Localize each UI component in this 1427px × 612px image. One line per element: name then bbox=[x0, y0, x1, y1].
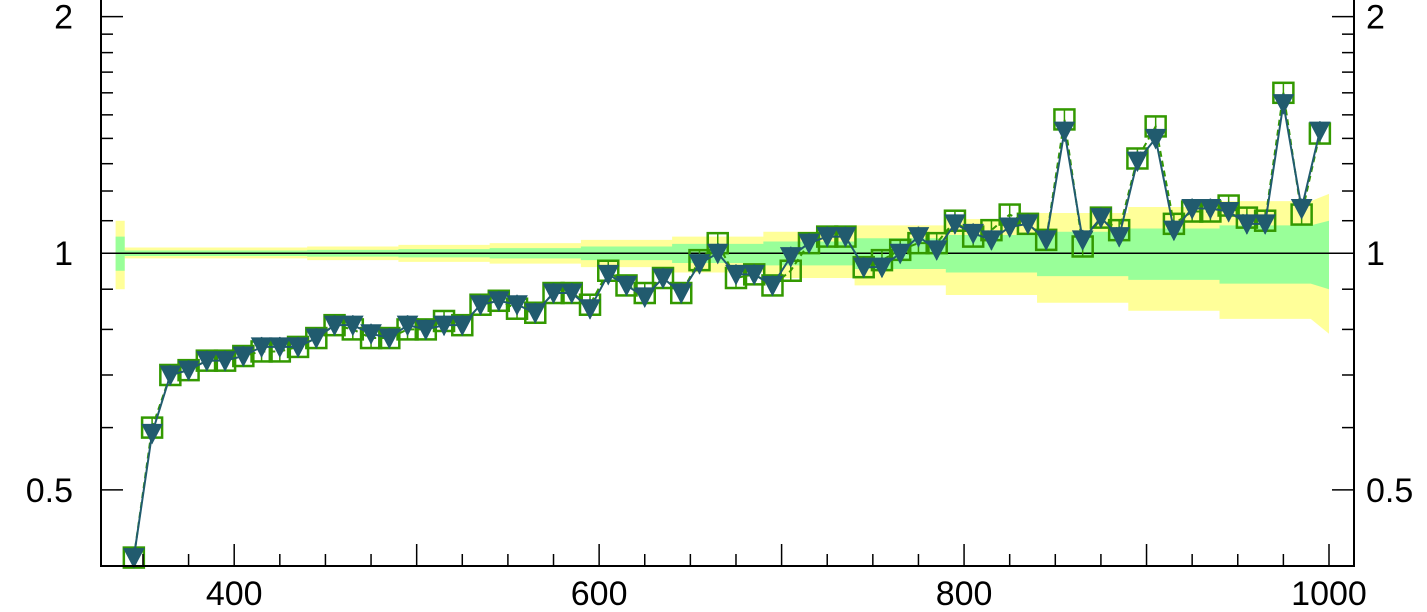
triangle-point bbox=[542, 283, 565, 305]
y-tick-label-right: 2 bbox=[1366, 0, 1385, 37]
uncertainty-bands bbox=[115, 193, 1330, 334]
triangle-point bbox=[506, 295, 528, 316]
x-tick-label: 400 bbox=[206, 575, 263, 612]
triangle-point bbox=[1181, 199, 1203, 220]
triangle-point bbox=[287, 337, 309, 358]
triangle-point bbox=[980, 230, 1003, 251]
triangle-point bbox=[1017, 214, 1039, 235]
triangle-point bbox=[615, 275, 638, 297]
y-tick-label-left: 1 bbox=[54, 235, 73, 273]
x-tick-label: 800 bbox=[936, 575, 993, 612]
triangle-point bbox=[524, 303, 547, 324]
triangle-point bbox=[998, 217, 1021, 239]
triangle-point bbox=[761, 275, 784, 297]
triangle-point bbox=[360, 324, 382, 345]
triangle-point bbox=[1254, 214, 1276, 235]
triangle-point bbox=[1108, 227, 1130, 248]
triangle-point bbox=[597, 264, 620, 286]
triangle-point bbox=[579, 299, 601, 320]
triangle-point bbox=[743, 264, 766, 286]
triangle-point bbox=[268, 337, 291, 358]
triangle-point bbox=[1144, 128, 1167, 150]
triangle-point bbox=[962, 223, 985, 245]
data-series bbox=[122, 81, 1332, 569]
triangle-point bbox=[1290, 199, 1313, 220]
triangle-point bbox=[487, 291, 510, 312]
triangle-point bbox=[633, 287, 656, 308]
triangle-point bbox=[1217, 202, 1240, 223]
triangle-point bbox=[670, 283, 693, 305]
triangle-point bbox=[177, 360, 200, 382]
triangle-point bbox=[1071, 230, 1094, 251]
y-tick-label-right: 1 bbox=[1366, 235, 1385, 273]
triangle-point bbox=[1272, 94, 1295, 115]
triangle-point bbox=[944, 214, 966, 235]
x-tick-label: 600 bbox=[571, 575, 628, 612]
triangle-point bbox=[925, 240, 948, 261]
triangle-point bbox=[1126, 151, 1149, 173]
triangle-point bbox=[396, 315, 419, 337]
triangle-point bbox=[889, 243, 912, 265]
triangle-point bbox=[1309, 121, 1331, 143]
triangle-point bbox=[323, 315, 346, 337]
triangle-point bbox=[1236, 214, 1258, 235]
triangle-point bbox=[1035, 230, 1058, 251]
triangle-point bbox=[798, 233, 820, 255]
triangle-point bbox=[451, 315, 474, 337]
triangle-point bbox=[196, 351, 218, 372]
triangle-point bbox=[1090, 208, 1112, 229]
plot-frame bbox=[100, 0, 1355, 567]
triangle-point bbox=[652, 268, 674, 290]
triangle-point bbox=[414, 319, 437, 341]
triangle-point bbox=[232, 346, 255, 368]
triangle-point bbox=[779, 247, 802, 268]
triangle-point bbox=[1163, 220, 1185, 242]
triangle-point bbox=[907, 227, 930, 248]
triangle-point bbox=[469, 295, 492, 316]
triangle-point bbox=[1053, 121, 1076, 143]
triangle-point bbox=[560, 283, 583, 305]
triangle-point bbox=[341, 315, 364, 337]
y-tick-label-left: 0.5 bbox=[26, 472, 73, 510]
triangle-point bbox=[214, 351, 236, 372]
triangle-point bbox=[305, 328, 328, 350]
triangle-point bbox=[816, 227, 839, 248]
triangle-point bbox=[123, 548, 145, 569]
triangle-point bbox=[433, 315, 455, 337]
triangle-point bbox=[834, 227, 857, 248]
triangle-point bbox=[378, 328, 401, 350]
triangle-point bbox=[141, 423, 163, 445]
triangle-point bbox=[871, 257, 893, 279]
triangle-point bbox=[688, 254, 711, 275]
triangle-point bbox=[706, 243, 729, 265]
triangle-point bbox=[852, 257, 875, 279]
triangle-point bbox=[159, 365, 182, 387]
triangle-point bbox=[1199, 199, 1222, 220]
axis-ticks bbox=[101, 15, 1354, 567]
y-tick-label-right: 0.5 bbox=[1366, 472, 1413, 510]
triangle-point bbox=[725, 264, 747, 286]
tick-labels: 400 600 800 1000 0.5 0.5 1 1 2 2 bbox=[26, 0, 1414, 612]
x-tick-label: 1000 bbox=[1291, 575, 1367, 612]
triangle-point bbox=[250, 337, 273, 358]
y-tick-label-left: 2 bbox=[54, 0, 73, 37]
